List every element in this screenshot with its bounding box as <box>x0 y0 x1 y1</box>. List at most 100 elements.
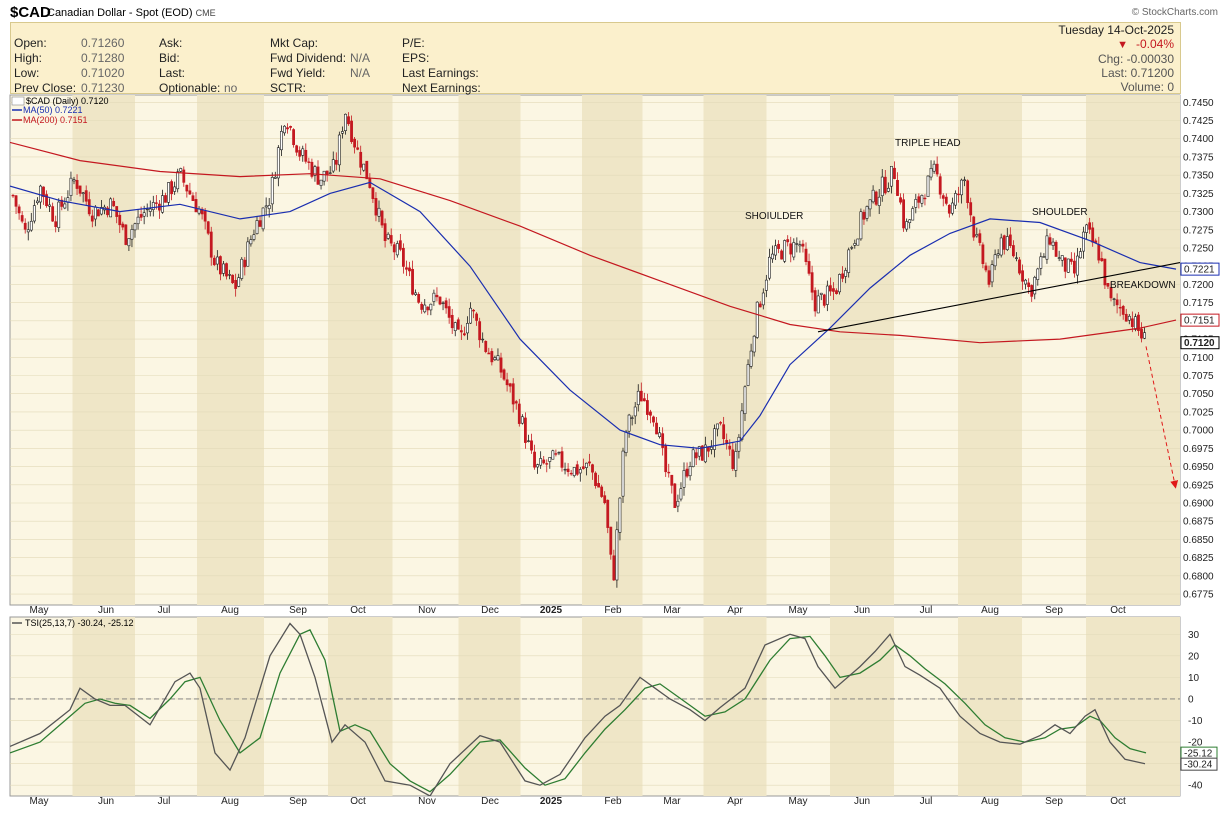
last-price-label: 0.7120 <box>1184 338 1215 349</box>
price-gridlines <box>10 101 1180 595</box>
candle-body <box>78 185 82 194</box>
candle-body <box>377 207 381 217</box>
candle-body <box>161 195 164 213</box>
candle-body <box>838 274 841 293</box>
candle-body <box>1076 255 1079 276</box>
down-triangle-icon: ▼ <box>1117 39 1128 51</box>
candle-body <box>414 292 418 295</box>
candle-body <box>682 470 686 488</box>
x-tick: Jul <box>158 796 171 807</box>
chart-header: $CAD Canadian Dollar - Spot (EOD) CME © … <box>0 0 1230 22</box>
candle-body <box>859 211 863 240</box>
candle-body <box>993 254 997 267</box>
next-earnings-label: Next Earnings: <box>402 81 481 95</box>
bid-label: Bid: <box>159 51 180 65</box>
candle-body <box>832 288 835 292</box>
candle-body <box>392 244 396 253</box>
candle-body <box>441 302 445 304</box>
tsi-y-tick: -20 <box>1188 738 1203 749</box>
price-y-tick: 0.7275 <box>1183 225 1214 236</box>
candle-body <box>203 211 207 222</box>
candle-body <box>728 445 732 450</box>
candle-body <box>234 280 238 289</box>
x-tick: Oct <box>350 605 366 616</box>
candle-body <box>996 253 1000 256</box>
candle-body <box>975 234 979 237</box>
price-y-tick: 0.7175 <box>1183 298 1214 309</box>
candle-body <box>133 223 137 231</box>
candle-body <box>542 459 546 464</box>
candle-body <box>139 214 143 218</box>
candle-body <box>1054 241 1058 257</box>
candle-body <box>932 163 936 172</box>
candle-body <box>572 467 576 476</box>
candle-body <box>405 267 408 270</box>
candle-body <box>771 253 774 260</box>
x-tick: Aug <box>981 605 999 616</box>
candle-body <box>740 410 744 440</box>
candle-body <box>17 206 21 214</box>
candle-body <box>14 195 18 207</box>
x-tick: Mar <box>663 796 681 807</box>
candle-body <box>822 294 826 306</box>
candle-body <box>331 159 335 172</box>
candle-body <box>54 221 58 227</box>
open-label: Open: <box>14 36 47 50</box>
candle-body <box>810 272 814 293</box>
tsi-y-tick: 0 <box>1188 694 1194 705</box>
x-tick: Nov <box>418 605 436 616</box>
price-y-axis: 0.7450 0.7425 0.7400 0.7375 0.7350 0.7325 0.73… <box>1183 98 1214 601</box>
candle-body <box>383 223 387 242</box>
candle-body <box>609 526 613 555</box>
instrument-name: Canadian Dollar - Spot (EOD) CME <box>47 7 216 19</box>
candle-body <box>1069 258 1073 262</box>
candle-body <box>417 294 421 303</box>
candle-body <box>337 134 341 166</box>
last-price-box <box>1180 336 1220 350</box>
candle-body <box>90 215 94 222</box>
candle-body <box>219 256 222 275</box>
last-tsi-box <box>1180 757 1218 771</box>
candle-body <box>121 223 125 228</box>
candle-body <box>734 451 738 471</box>
candle-body <box>636 390 640 406</box>
candle-body <box>539 458 543 466</box>
candle-body <box>914 199 918 208</box>
last-price-label: 0.7151 <box>1184 316 1215 327</box>
candle-body <box>667 471 671 474</box>
candle-body <box>447 306 451 318</box>
candle-body <box>621 450 625 497</box>
candle-body <box>941 195 945 199</box>
candle-body <box>700 445 704 461</box>
candle-body <box>950 202 954 214</box>
price-y-tick: 0.7375 <box>1183 152 1214 163</box>
candle-body <box>252 234 256 240</box>
candle-body <box>627 414 631 432</box>
candle-body <box>597 483 601 488</box>
candle-body <box>624 431 628 453</box>
x-tick: May <box>30 605 49 616</box>
candle-body <box>767 256 771 279</box>
candle-body <box>868 199 872 210</box>
candle-body <box>185 184 189 192</box>
fwd-yield-value: N/A <box>350 66 371 80</box>
candle-body <box>569 472 573 475</box>
candle-body <box>334 159 338 165</box>
candle-body <box>1140 328 1143 339</box>
candle-body <box>124 224 128 245</box>
candle-body <box>154 202 158 204</box>
candle-body <box>764 279 768 291</box>
candle-body <box>304 149 308 162</box>
candle-body <box>591 464 594 473</box>
candle-body <box>789 243 793 255</box>
tsi-legend: TSI(25,13,7) -30.24, -25.12 <box>12 618 134 628</box>
candle-body <box>554 453 558 455</box>
low-label: Low: <box>14 66 40 80</box>
candle-body <box>39 185 42 203</box>
optionable-value: no <box>224 81 238 95</box>
price-y-tick: 0.7300 <box>1183 207 1214 218</box>
candle-body <box>93 206 97 220</box>
x-tick: Feb <box>604 796 622 807</box>
candle-body <box>981 244 985 264</box>
